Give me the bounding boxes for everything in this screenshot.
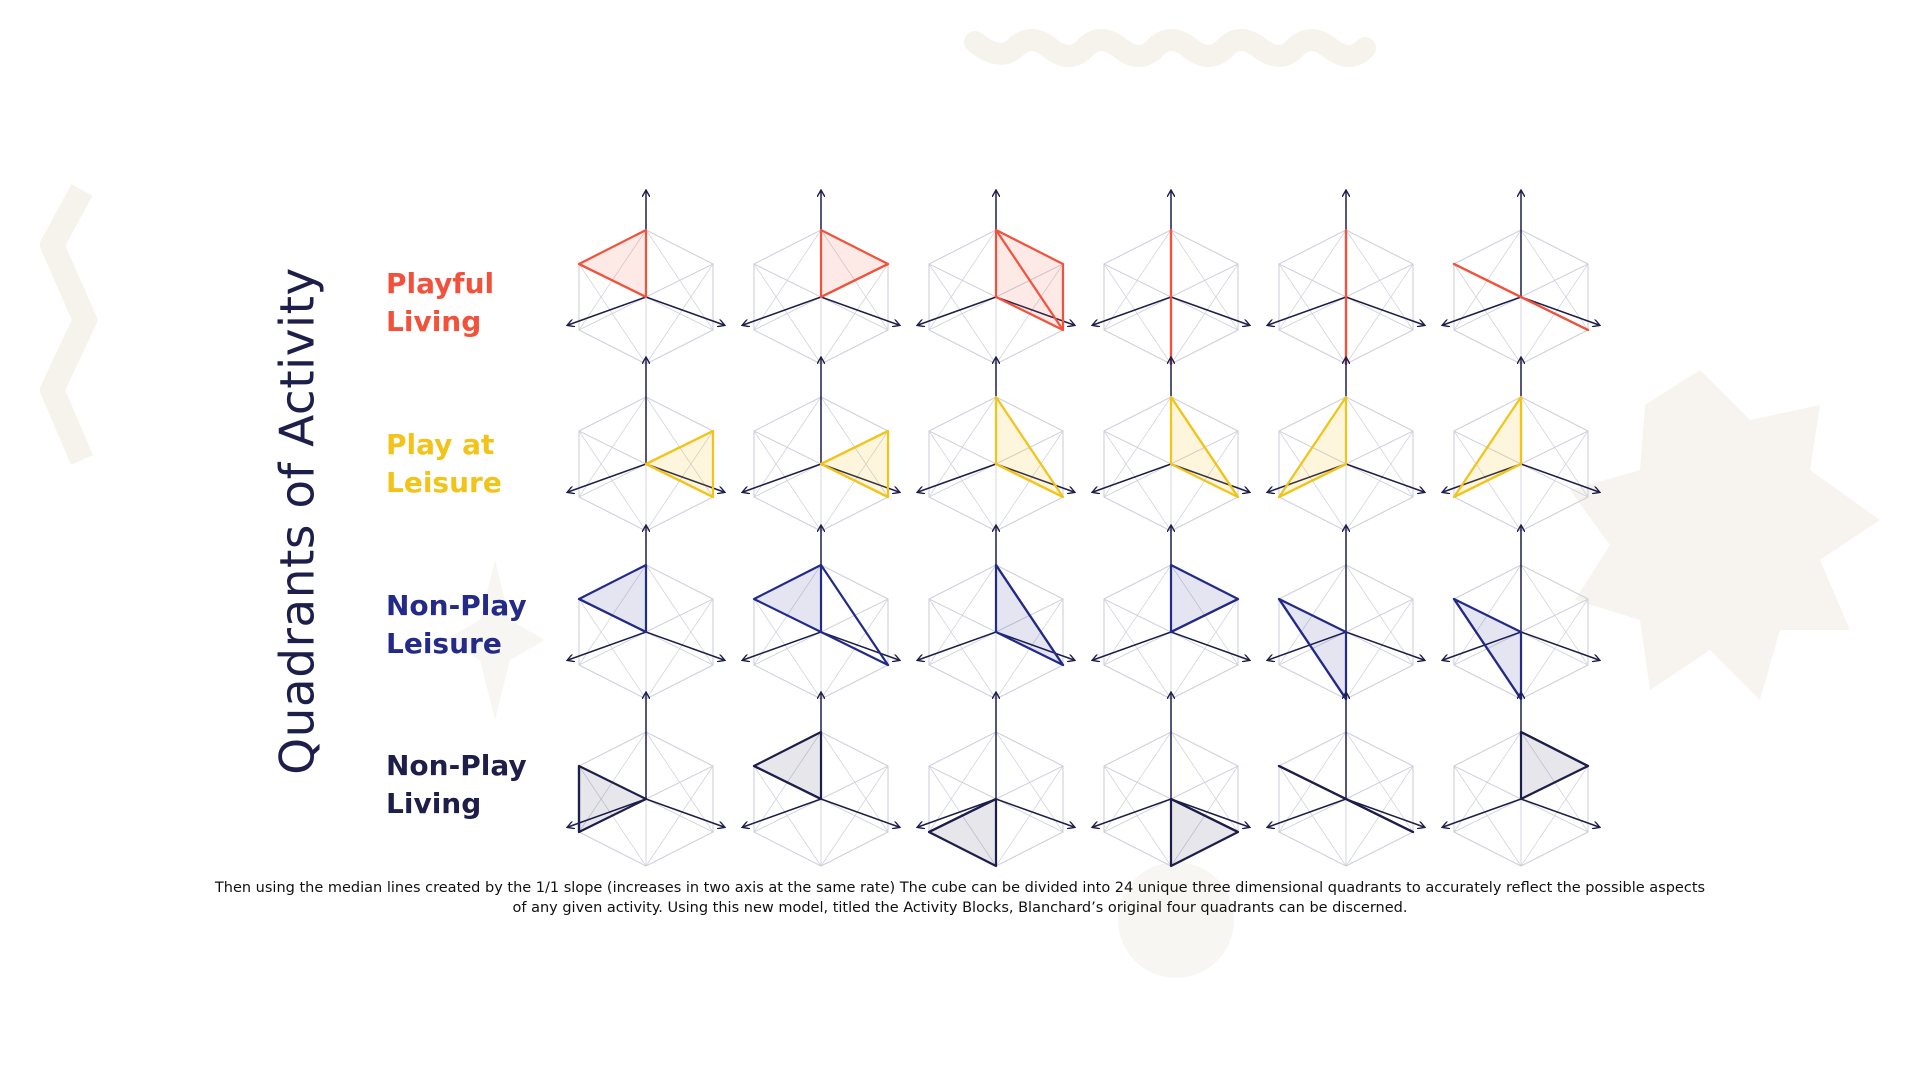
quadrant-shape bbox=[994, 395, 1065, 499]
row-label-line1: Non-Play bbox=[386, 749, 527, 782]
activity-block-r4-c1 bbox=[568, 693, 724, 867]
quadrant-shape bbox=[819, 429, 890, 499]
quadrant-shape bbox=[577, 563, 648, 634]
quadrant-shape bbox=[752, 563, 890, 667]
row-label-playful-living: Playful Living bbox=[386, 265, 494, 341]
caption: Then using the median lines created by t… bbox=[205, 878, 1715, 918]
activity-block-r2-c6 bbox=[1443, 358, 1599, 532]
activity-block-r3-c2 bbox=[743, 526, 899, 700]
row-label-line2: Leisure bbox=[386, 466, 502, 499]
activity-block-r2-c5 bbox=[1268, 358, 1424, 532]
quadrant-shape bbox=[1169, 563, 1240, 634]
activity-block-r3-c5 bbox=[1268, 526, 1424, 701]
activity-block-r4-c3 bbox=[918, 693, 1074, 868]
quadrant-shape bbox=[1519, 730, 1590, 801]
quadrant-shape bbox=[819, 228, 890, 299]
quadrant-shape bbox=[1169, 797, 1240, 868]
activity-block-r2-c4 bbox=[1093, 358, 1249, 532]
activity-block-r3-c4 bbox=[1093, 526, 1249, 700]
activity-block-r1-c6 bbox=[1443, 191, 1599, 365]
row-label-line2: Leisure bbox=[386, 627, 502, 660]
activity-block-r1-c2 bbox=[743, 191, 899, 365]
row-label-line1: Playful bbox=[386, 267, 495, 300]
activity-block-r3-c6 bbox=[1443, 526, 1599, 701]
activity-block-r2-c2 bbox=[743, 358, 899, 532]
activity-block-r1-c4 bbox=[1093, 191, 1249, 366]
quadrant-shape bbox=[752, 730, 823, 801]
caption-line1: Then using the median lines created by t… bbox=[214, 880, 1706, 896]
row-label-line1: Play at bbox=[386, 428, 495, 461]
row-label-play-at-leisure: Play at Leisure bbox=[386, 426, 502, 502]
activity-block-r1-c1 bbox=[568, 191, 724, 365]
activity-block-r2-c3 bbox=[918, 358, 1074, 532]
caption-line2: of any given activity. Using this new mo… bbox=[512, 900, 1408, 916]
row-label-line2: Living bbox=[386, 305, 482, 338]
activity-block-r4-c6 bbox=[1443, 693, 1599, 867]
row-label-non-play-leisure: Non-Play Leisure bbox=[386, 587, 527, 663]
quadrant-shape bbox=[927, 797, 998, 868]
activity-block-r3-c1 bbox=[568, 526, 724, 700]
row-label-line2: Living bbox=[386, 787, 482, 820]
quadrant-shape bbox=[644, 429, 715, 499]
quadrant-shape bbox=[1452, 395, 1523, 499]
activity-block-r2-c1 bbox=[568, 358, 724, 532]
row-label-line1: Non-Play bbox=[386, 589, 527, 622]
activity-block-r4-c4 bbox=[1093, 693, 1249, 868]
row-label-non-play-living: Non-Play Living bbox=[386, 747, 527, 823]
activity-block-r3-c3 bbox=[918, 526, 1074, 700]
quadrant-shape bbox=[577, 764, 648, 834]
activity-block-r4-c2 bbox=[743, 693, 899, 867]
activity-block-r1-c3 bbox=[918, 191, 1074, 365]
activity-block-r1-c5 bbox=[1268, 191, 1424, 366]
activity-block-r4-c5 bbox=[1268, 693, 1424, 867]
quadrant-shape bbox=[1277, 395, 1348, 499]
quadrant-shape bbox=[577, 228, 648, 299]
